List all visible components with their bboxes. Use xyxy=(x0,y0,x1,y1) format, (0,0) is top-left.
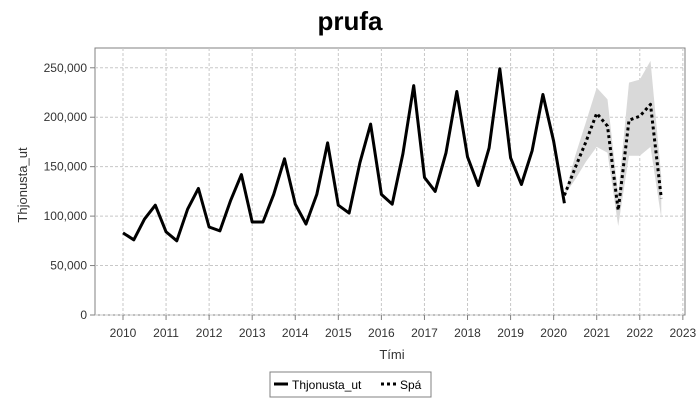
x-tick-label: 2021 xyxy=(583,326,610,340)
y-tick-label: 100,000 xyxy=(44,209,88,223)
forecast-interval-area xyxy=(564,60,662,227)
forecast-interval-band xyxy=(564,60,662,227)
legend-box xyxy=(269,371,432,398)
legend-label-thjonusta-ut: Thjonusta_ut xyxy=(292,378,362,392)
x-tick-label: 2015 xyxy=(325,326,352,340)
y-tick-label: 0 xyxy=(80,308,87,322)
y-axis-ticks: 0 50,000 100,000 150,000 200,000 250,000 xyxy=(44,61,95,322)
legend: Thjonusta_ut Spá xyxy=(269,371,432,398)
x-tick-label: 2022 xyxy=(626,326,653,340)
legend-label-spa: Spá xyxy=(400,378,422,392)
x-tick-label: 2019 xyxy=(497,326,524,340)
x-tick-label: 2020 xyxy=(540,326,567,340)
chart-title: prufa xyxy=(318,6,384,36)
grid xyxy=(95,48,685,316)
series-lines xyxy=(122,67,663,243)
y-tick-label: 250,000 xyxy=(44,61,88,75)
x-tick-label: 2010 xyxy=(110,326,137,340)
x-tick-label: 2017 xyxy=(411,326,438,340)
x-axis-title: Tími xyxy=(379,347,404,362)
y-axis-title: Thjonusta_ut xyxy=(15,147,30,223)
x-tick-label: 2012 xyxy=(196,326,223,340)
x-tick-label: 2023 xyxy=(669,326,696,340)
y-tick-label: 50,000 xyxy=(50,259,87,273)
y-tick-label: 200,000 xyxy=(44,110,88,124)
x-tick-label: 2013 xyxy=(239,326,266,340)
y-tick-label: 150,000 xyxy=(44,160,88,174)
x-axis-ticks: 2010 2011 2012 2013 2014 2015 2016 2017 2018 2019… xyxy=(110,315,697,340)
plot-area xyxy=(94,47,686,316)
series-line-spa xyxy=(563,102,663,212)
x-tick-label: 2018 xyxy=(454,326,481,340)
x-tick-label: 2016 xyxy=(368,326,395,340)
x-tick-label: 2014 xyxy=(282,326,309,340)
series-line-thjonusta-ut xyxy=(122,67,566,243)
x-tick-label: 2011 xyxy=(153,326,179,340)
